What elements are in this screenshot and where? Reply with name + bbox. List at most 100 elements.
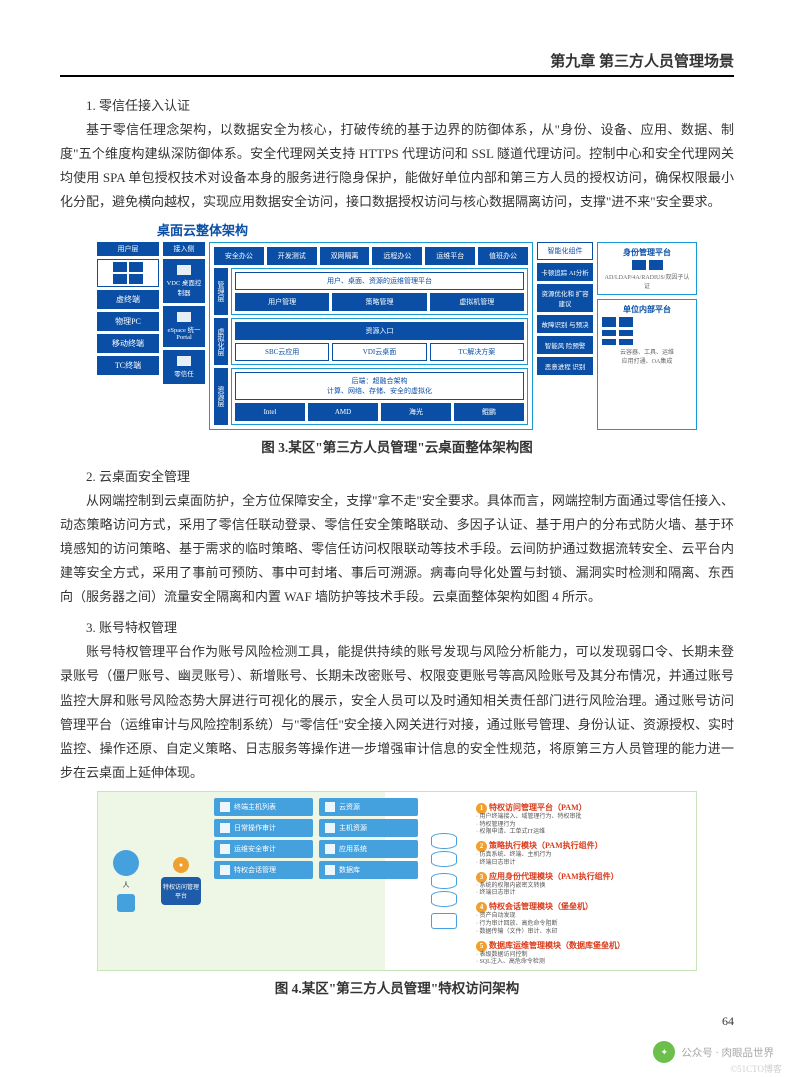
- paragraph-1: 基于零信任理念架构，以数据安全为核心，打破传统的基于边界的防御体系，从"身份、设…: [60, 118, 734, 214]
- d1-top-5: 值班办公: [478, 247, 528, 265]
- d2-right-list: 1特权访问管理平台（PAM）· 用户终端接入、域管理行为、特权审批· 特权管理行…: [470, 798, 690, 964]
- d1-access-1: eSpace 统一Portal: [163, 306, 205, 347]
- d1-ai-3: 智能风 险预警: [537, 336, 593, 354]
- figure2-caption: 图 4.某区"第三方人员管理"特权访问架构: [60, 977, 734, 997]
- d1-ai-label: 智能化组件: [537, 242, 593, 260]
- d1-res-3: 鲲鹏: [454, 403, 524, 421]
- d2-right-item-sub: · 资产自动发现: [476, 913, 684, 921]
- d1-ai-0: 卡顿追踪 AI分析: [537, 263, 593, 281]
- d2-zone-targets: [424, 798, 464, 964]
- d1-card-identity: 身份管理平台 AD/LDAP/4A/RADIUS/双因子认证: [597, 242, 697, 295]
- d2-right-item-sub: · SQL注入、高危命令检测: [476, 959, 684, 963]
- d2-c1-1-lbl: 日常操作审计: [234, 823, 276, 833]
- d1-center: 安全办公 开发测试 双网隔离 远程办公 运维平台 值班办公 管理层 用户、桌面、…: [209, 242, 533, 430]
- d2-right-item-sub: · 权限申请、工单式IT运维: [476, 829, 684, 837]
- d2-c2-1: 主机资源: [319, 819, 418, 837]
- d2-c2-1-lbl: 主机资源: [339, 823, 367, 833]
- d2-right-item: 4特权会话管理模块（堡垒机）· 资产自动发现· 行为审计回放、高危命令阻断· 数…: [476, 901, 684, 936]
- d2-num-badge: 3: [476, 872, 487, 883]
- d1-mgmt-1: 策略管理: [332, 293, 426, 311]
- d1-left-box-0: 虚终端: [97, 290, 159, 309]
- d1-access-0-label: VDC 桌面控制器: [165, 277, 203, 297]
- d1-mgmt-banner: 用户、桌面、资源的运维管理平台: [235, 272, 524, 290]
- d2-c1-2: 运维安全审计: [214, 840, 313, 858]
- d1-res-banner: 后端：超融合架构 计算、网络、存储、安全的虚拟化: [235, 372, 524, 400]
- d1-ai-2: 故障识别 与预决: [537, 315, 593, 333]
- d1-top-4: 运维平台: [425, 247, 475, 265]
- d2-c2-0-lbl: 云资源: [339, 802, 360, 812]
- d1-top-3: 远程办公: [372, 247, 422, 265]
- d2-person-label: 人: [123, 880, 130, 890]
- d2-right-item: 2策略执行模块（PAM执行组件）· 仿真系统、终端、主机行为· 终端日志审计: [476, 840, 684, 868]
- d1-res-label: 资源层: [214, 368, 228, 425]
- footer-sub: ©51CTO博客: [730, 1062, 782, 1075]
- d2-right-item-title: 4特权会话管理模块（堡垒机）: [476, 901, 684, 913]
- d1-ai-column: 智能化组件 卡顿追踪 AI分析 资源优化和 扩容建议 故障识别 与预决 智能风 …: [537, 242, 593, 430]
- d1-top-2: 双网隔离: [320, 247, 370, 265]
- d2-right-item: 1特权访问管理平台（PAM）· 用户终端接入、域管理行为、特权审批· 特权管理行…: [476, 802, 684, 837]
- d1-mgmt-0: 用户管理: [235, 293, 329, 311]
- d1-card2-title: 单位内部平台: [602, 304, 692, 315]
- d1-ai-1: 资源优化和 扩容建议: [537, 284, 593, 312]
- d1-access-side: 接入侧 VDC 桌面控制器 eSpace 统一Portal 零信任: [163, 242, 205, 430]
- d1-user-icons: [97, 259, 159, 287]
- d1-virt-2: TC解决方案: [430, 343, 524, 361]
- d2-hub-label: 特权访问管理平台: [161, 882, 201, 900]
- terminal-icon: [117, 894, 135, 912]
- paragraph-3: 账号特权管理平台作为账号风险检测工具，能提供持续的账号发现与风险分析能力，可以发…: [60, 640, 734, 784]
- section-3-heading: 3. 账号特权管理: [60, 617, 734, 636]
- d1-user-header: 用户层: [97, 242, 159, 256]
- d2-right-item: 3应用身份代理模块（PAM执行组件）· 系统的权限内嵌密文转换· 终端日志审计: [476, 871, 684, 899]
- d2-num-badge: 5: [476, 941, 487, 952]
- d2-right-item-sub: · 行为审计回放、高危命令阻断: [476, 921, 684, 929]
- d2-col1: 终端主机列表 日常操作审计 运维安全审计 特权会话管理: [214, 798, 313, 964]
- d2-right-item-title: 2策略执行模块（PAM执行组件）: [476, 840, 684, 852]
- d1-right-cards: 身份管理平台 AD/LDAP/4A/RADIUS/双因子认证 单位内部平台 云容…: [597, 242, 697, 430]
- d1-user-layer: 用户层 虚终端 物理PC 移动终端 TC终端: [97, 242, 159, 430]
- d1-card1-title: 身份管理平台: [602, 247, 692, 258]
- footer-credit: ✦ 公众号 · 肉眼品世界: [653, 1041, 774, 1063]
- d1-virt-label: 虚拟化层: [214, 318, 228, 365]
- d1-top-0: 安全办公: [214, 247, 264, 265]
- d1-top-row: 安全办公 开发测试 双网隔离 远程办公 运维平台 值班办公: [214, 247, 528, 265]
- d2-right-item-sub: · 用户终端接入、域管理行为、特权审批: [476, 814, 684, 822]
- d2-c1-2-lbl: 运维安全审计: [234, 844, 276, 854]
- hub-badge-icon: ●: [173, 857, 189, 873]
- d1-card-internal: 单位内部平台 云容器、工具、运维 应用打通、OA集成: [597, 299, 697, 430]
- d2-right-item-title: 1特权访问管理平台（PAM）: [476, 802, 684, 814]
- d2-c1-0: 终端主机列表: [214, 798, 313, 816]
- chapter-header: 第九章 第三方人员管理场景: [60, 50, 734, 77]
- d1-card2-sub: 云容器、工具、运维 应用打通、OA集成: [602, 347, 692, 365]
- d1-ai-4: 恶意进程 识别: [537, 357, 593, 375]
- paragraph-2: 从网端控制到云桌面防护，全方位保障安全，支撑"拿不走"安全要求。具体而言，网端控…: [60, 489, 734, 609]
- section-1-heading: 1. 零信任接入认证: [60, 95, 734, 114]
- d2-zone-person: 人: [104, 798, 148, 964]
- d2-right-item-title: 5数据库运维管理模块（数据库堡垒机）: [476, 940, 684, 952]
- d1-virt-banner: 资源入口: [235, 322, 524, 340]
- d2-num-badge: 4: [476, 902, 487, 913]
- d2-right-item-sub: · 数据传输（文件）审计、水印: [476, 929, 684, 937]
- figure1-caption: 图 3.某区"第三方人员管理"云桌面整体架构图: [60, 436, 734, 456]
- d2-right-item: 5数据库运维管理模块（数据库堡垒机）· 表级数据访问控制· SQL注入、高危命令…: [476, 940, 684, 964]
- d1-res-2: 海光: [381, 403, 451, 421]
- d2-c2-2: 应用系统: [319, 840, 418, 858]
- d2-zone-hub: ● 特权访问管理平台: [154, 798, 208, 964]
- d2-right-item-sub: · 终端日志审计: [476, 890, 684, 898]
- d2-c1-3-lbl: 特权会话管理: [234, 865, 276, 875]
- d2-c2-0: 云资源: [319, 798, 418, 816]
- wechat-icon: ✦: [653, 1041, 675, 1063]
- d2-c2-2-lbl: 应用系统: [339, 844, 367, 854]
- d1-access-2: 零信任: [163, 350, 205, 384]
- d2-c2-3: 数据库: [319, 861, 418, 879]
- d1-virt-0: SBC云应用: [235, 343, 329, 361]
- d1-left-box-2: 移动终端: [97, 334, 159, 353]
- diagram-privilege-access: 人 ● 特权访问管理平台 终端主机列表 日常操作审计 运维安全审计 特权会话管理…: [97, 791, 697, 971]
- d1-access-1-label: eSpace 统一Portal: [165, 324, 203, 341]
- d1-left-box-3: TC终端: [97, 356, 159, 375]
- d2-num-badge: 1: [476, 803, 487, 814]
- d2-right-item-title: 3应用身份代理模块（PAM执行组件）: [476, 871, 684, 883]
- d1-res-0: Intel: [235, 403, 305, 421]
- d2-right-item-sub: · 仿真系统、终端、主机行为: [476, 852, 684, 860]
- diagram1-title: 桌面云整体架构: [157, 220, 697, 239]
- section-2-heading: 2. 云桌面安全管理: [60, 466, 734, 485]
